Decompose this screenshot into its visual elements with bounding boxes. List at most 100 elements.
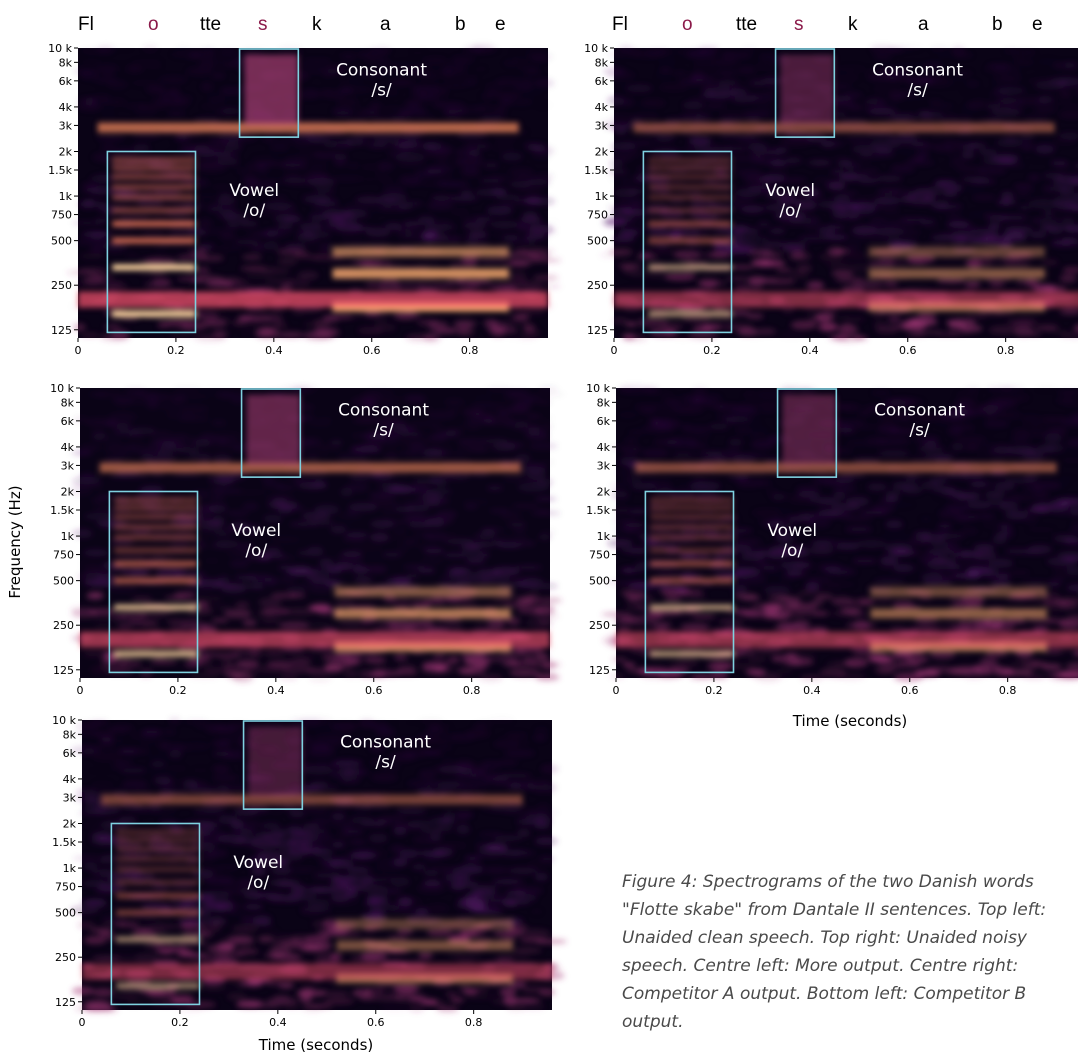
spectrogram-panel-top-right: Vowel/o/Consonant/s/125 250 500 750 1k 1.5k 2k… xyxy=(584,42,1078,357)
y-tick-label: 10 k xyxy=(50,382,74,395)
y-tick-label: 1.5k xyxy=(586,504,610,517)
y-tick-label: 1k xyxy=(63,862,77,875)
spectrogram-panel-top-left: Vowel/o/Consonant/s/125 250 500 750 1k 1.5k 2k… xyxy=(48,42,562,357)
header-word-left-5: a xyxy=(380,14,391,35)
header-word-left-7: e xyxy=(495,14,506,35)
consonant-box xyxy=(774,48,836,138)
vowel-box xyxy=(108,490,199,674)
header-word-right-6: b xyxy=(992,14,1003,35)
y-tick-label: 125 xyxy=(587,324,608,337)
y-tick-label: 1.5k xyxy=(50,504,74,517)
spectrogram-svg-top-right: Vowel/o/Consonant/s/125 250 500 750 1k 1.5k 2k… xyxy=(584,42,1078,357)
y-tick-label: 2k xyxy=(61,485,75,498)
vowel-label-line-0: Vowel xyxy=(765,181,815,201)
vowel-box xyxy=(110,822,201,1006)
header-word-right-0: Fl xyxy=(612,14,628,35)
y-tick-label: 750 xyxy=(587,209,608,222)
y-tick-label: 3k xyxy=(597,459,611,472)
y-tick-label: 250 xyxy=(53,619,74,632)
x-tick-label: 0 xyxy=(79,1016,86,1029)
vowel-label-line-0: Vowel xyxy=(231,521,281,541)
y-tick-label: 8k xyxy=(597,396,611,409)
y-tick-label: 6k xyxy=(597,415,611,428)
spectrogram-panel-bottom-left: Vowel/o/Consonant/s/125 250 500 750 1k 1.5k 2k… xyxy=(52,714,568,1029)
consonant-label-line-1: /s/ xyxy=(375,753,396,773)
y-tick-label: 8k xyxy=(59,56,73,69)
y-tick-label: 750 xyxy=(55,881,76,894)
consonant-box xyxy=(776,388,838,478)
vowel-box xyxy=(106,150,197,334)
spectrogram-panel-centre-left: Vowel/o/Consonant/s/125 250 500 750 1k 1.5k 2k… xyxy=(50,382,563,697)
y-tick-label: 750 xyxy=(53,549,74,562)
y-tick-label: 125 xyxy=(51,324,72,337)
header-word-left-1: o xyxy=(148,14,159,35)
header-word-left-4: k xyxy=(312,14,322,35)
y-tick-label: 250 xyxy=(587,279,608,292)
x-tick-label: 0 xyxy=(77,684,84,697)
vowel-box xyxy=(642,150,733,334)
consonant-box xyxy=(238,48,300,138)
y-tick-label: 2k xyxy=(63,817,77,830)
consonant-label-line-0: Consonant xyxy=(872,61,963,81)
x-tick-label: 0.2 xyxy=(169,684,187,697)
consonant-box xyxy=(242,720,304,810)
spectrogram-svg-centre-left: Vowel/o/Consonant/s/125 250 500 750 1k 1.5k 2k… xyxy=(50,382,563,697)
y-tick-label: 1k xyxy=(595,190,609,203)
header-word-left-2: tte xyxy=(200,14,222,35)
y-tick-label: 750 xyxy=(51,209,72,222)
x-tick-label: 0.4 xyxy=(803,684,821,697)
y-tick-label: 125 xyxy=(53,664,74,677)
spectrogram-svg-centre-right: Vowel/o/Consonant/s/125 250 500 750 1k 1.5k 2k… xyxy=(586,382,1078,697)
x-tick-label: 0.4 xyxy=(801,344,819,357)
vowel-label-line-0: Vowel xyxy=(229,181,279,201)
vowel-label-line-1: /o/ xyxy=(779,201,801,221)
x-tick-label: 0.6 xyxy=(901,684,919,697)
y-tick-label: 1.5k xyxy=(48,164,72,177)
y-tick-label: 3k xyxy=(59,119,73,132)
x-tick-label: 0.4 xyxy=(265,344,283,357)
y-tick-label: 750 xyxy=(589,549,610,562)
y-tick-label: 1k xyxy=(597,530,611,543)
vowel-label-line-1: /o/ xyxy=(243,201,265,221)
x-tick-label: 0.2 xyxy=(705,684,723,697)
x-tick-label: 0.6 xyxy=(365,684,383,697)
y-tick-label: 125 xyxy=(589,664,610,677)
y-tick-label: 6k xyxy=(61,415,75,428)
y-tick-label: 3k xyxy=(63,791,77,804)
y-tick-label: 10 k xyxy=(52,714,76,727)
y-tick-label: 1k xyxy=(59,190,73,203)
y-tick-label: 1k xyxy=(61,530,75,543)
header-word-right-1: o xyxy=(682,14,693,35)
header-word-right-7: e xyxy=(1032,14,1043,35)
consonant-label-line-1: /s/ xyxy=(371,81,392,101)
figure-caption: Figure 4: Spectrograms of the two Danish… xyxy=(622,872,1047,1032)
x-tick-label: 0.8 xyxy=(465,1016,483,1029)
consonant-label-line-0: Consonant xyxy=(336,61,427,81)
consonant-label-line-0: Consonant xyxy=(874,401,965,421)
x-tick-label: 0.6 xyxy=(899,344,917,357)
header-word-right-5: a xyxy=(918,14,929,35)
y-tick-label: 250 xyxy=(589,619,610,632)
spectrogram-svg-top-left: Vowel/o/Consonant/s/125 250 500 750 1k 1.5k 2k… xyxy=(48,42,562,357)
y-tick-label: 10 k xyxy=(584,42,608,55)
x-tick-label: 0.6 xyxy=(367,1016,385,1029)
vowel-label-line-0: Vowel xyxy=(233,853,283,873)
y-tick-label: 4k xyxy=(61,441,75,454)
x-tick-label: 0 xyxy=(611,344,618,357)
y-tick-label: 8k xyxy=(63,728,77,741)
header-word-right-2: tte xyxy=(736,14,758,35)
consonant-box xyxy=(240,388,302,478)
y-tick-label: 4k xyxy=(597,441,611,454)
x-tick-label: 0 xyxy=(75,344,82,357)
spectrogram-svg-bottom-left: Vowel/o/Consonant/s/125 250 500 750 1k 1.5k 2k… xyxy=(52,714,568,1029)
y-tick-label: 4k xyxy=(59,101,73,114)
x-tick-label: 0.2 xyxy=(171,1016,189,1029)
vowel-label-line-1: /o/ xyxy=(245,541,267,561)
consonant-label-line-1: /s/ xyxy=(909,421,930,441)
y-tick-label: 250 xyxy=(51,279,72,292)
vowel-label-line-0: Vowel xyxy=(767,521,817,541)
x-tick-label: 0.8 xyxy=(463,684,481,697)
header-word-left-0: Fl xyxy=(78,14,94,35)
header-word-left-6: b xyxy=(455,14,466,35)
y-tick-label: 1.5k xyxy=(52,836,76,849)
